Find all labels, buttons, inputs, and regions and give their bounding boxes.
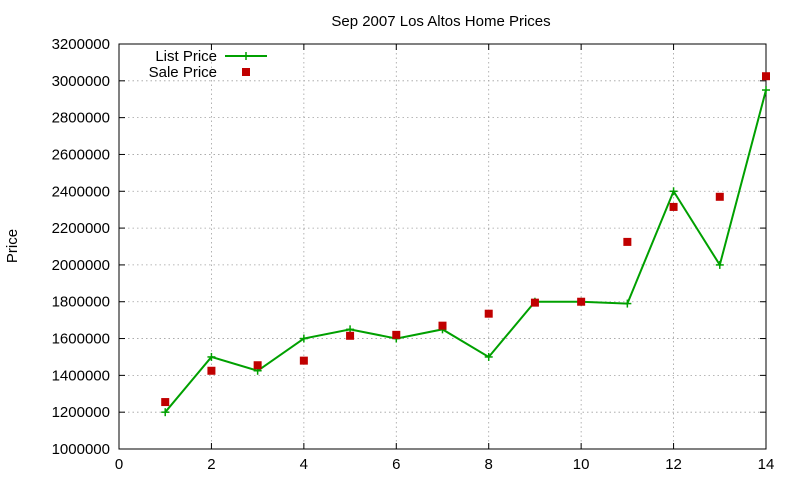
- plot-frame: [118, 43, 767, 450]
- chart-title: Sep 2007 Los Altos Home Prices: [331, 13, 550, 30]
- y-tick-label: 3200000: [52, 36, 110, 53]
- x-tick-label: 4: [300, 456, 308, 473]
- y-tick-label: 1600000: [52, 331, 110, 348]
- y-axis-label: Price: [4, 229, 21, 263]
- sale-price-point: [161, 398, 170, 407]
- grid-lines: [119, 44, 766, 449]
- x-tick-label: 10: [573, 456, 590, 473]
- sale-price-point: [299, 356, 308, 365]
- y-tick-label: 1400000: [52, 367, 110, 384]
- y-tick-label: 2400000: [52, 183, 110, 200]
- x-tick-label: 6: [392, 456, 400, 473]
- y-tick-label: 1000000: [52, 441, 110, 458]
- list-price-point: [669, 187, 678, 196]
- sale-price-point: [346, 331, 355, 340]
- series-layer: [161, 72, 770, 417]
- sale-price-point: [392, 330, 401, 339]
- y-tick-label: 1200000: [52, 404, 110, 421]
- list-price-point: [299, 334, 308, 343]
- list-price-point: [762, 86, 770, 95]
- list-price-point: [715, 260, 724, 269]
- list-price-point: [484, 352, 493, 361]
- legend-label-sale-price: Sale Price: [149, 64, 217, 81]
- list-price-point: [623, 299, 632, 308]
- x-tick-label: 0: [115, 456, 123, 473]
- y-tick-label: 2600000: [52, 146, 110, 163]
- y-tick-label: 1800000: [52, 294, 110, 311]
- x-tick-label: 12: [665, 456, 682, 473]
- x-tick-label: 14: [758, 456, 775, 473]
- list-price-point: [161, 408, 170, 417]
- x-axis-ticks: 0 2 4 6 8 10 12 14: [115, 44, 775, 473]
- sale-price-point: [253, 361, 262, 370]
- sale-price-point: [669, 202, 678, 211]
- sale-price-point: [715, 192, 724, 201]
- list-price-line: [164, 89, 767, 413]
- legend-swatch-sale-price: [242, 68, 250, 76]
- y-tick-label: 3000000: [52, 73, 110, 90]
- y-tick-label: 2800000: [52, 110, 110, 127]
- y-tick-label: 2000000: [52, 257, 110, 274]
- list-price-point: [207, 352, 216, 361]
- x-tick-label: 8: [485, 456, 493, 473]
- sale-price-point: [762, 72, 770, 81]
- y-axis-ticks: 1000000 1200000 1400000 1600000 1800000 20000…: [52, 36, 766, 458]
- sale-price-point: [530, 298, 539, 307]
- sale-price-point: [484, 309, 493, 318]
- legend-label-list-price: List Price: [155, 48, 217, 65]
- sale-price-point: [207, 366, 216, 375]
- y-tick-label: 2200000: [52, 220, 110, 237]
- sale-price-point: [438, 321, 447, 330]
- sale-price-point: [577, 297, 586, 306]
- x-tick-label: 2: [207, 456, 215, 473]
- sale-price-point: [623, 237, 632, 246]
